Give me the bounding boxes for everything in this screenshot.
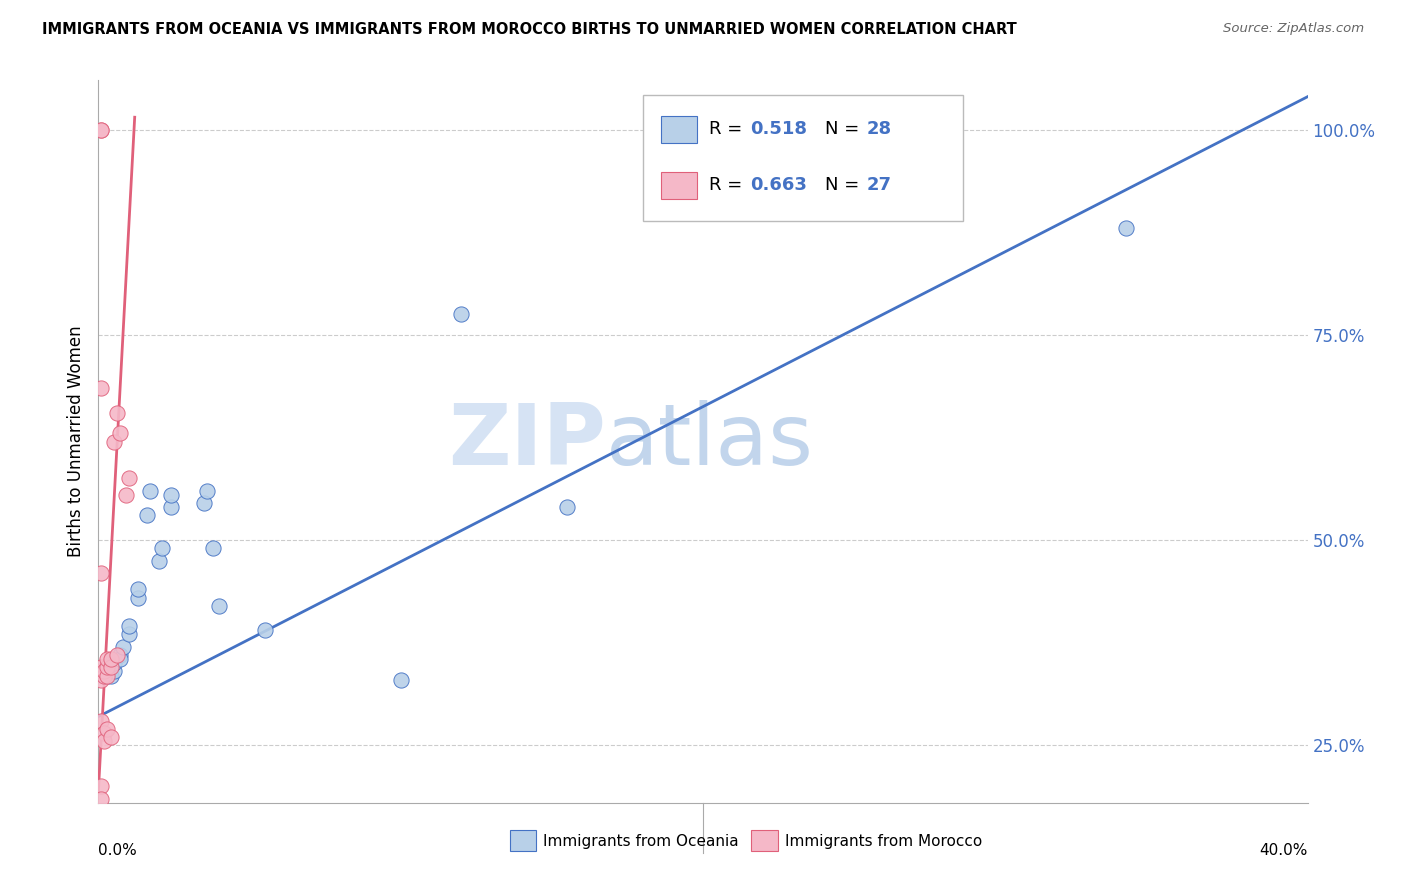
Point — [96, 652, 118, 666]
Point — [195, 483, 218, 498]
Point — [160, 500, 183, 515]
Point — [100, 730, 122, 744]
Point — [118, 471, 141, 485]
Point — [90, 714, 112, 728]
Point — [103, 665, 125, 679]
Point — [108, 426, 131, 441]
Point — [148, 553, 170, 567]
Point — [93, 734, 115, 748]
Text: R =: R = — [709, 176, 748, 194]
Point — [96, 722, 118, 736]
Point — [108, 648, 131, 662]
Point — [100, 652, 122, 666]
Bar — [509, 830, 536, 851]
Point — [150, 541, 173, 556]
Point — [90, 122, 112, 136]
Text: R =: R = — [709, 120, 748, 137]
Point — [90, 665, 112, 679]
Point — [96, 660, 118, 674]
Text: N =: N = — [825, 120, 865, 137]
Text: atlas: atlas — [606, 400, 814, 483]
Text: N =: N = — [825, 176, 865, 194]
Point — [118, 619, 141, 633]
Text: 0.663: 0.663 — [751, 176, 807, 194]
Point — [90, 791, 112, 805]
Point — [450, 307, 472, 321]
Point — [90, 566, 112, 580]
Point — [127, 591, 149, 605]
Point — [90, 660, 112, 674]
Point — [139, 483, 162, 498]
Point — [100, 668, 122, 682]
Point — [93, 668, 115, 682]
Point — [96, 668, 118, 682]
Point — [118, 627, 141, 641]
Bar — [751, 830, 778, 851]
Point — [90, 780, 112, 794]
Point — [193, 496, 215, 510]
Text: IMMIGRANTS FROM OCEANIA VS IMMIGRANTS FROM MOROCCO BIRTHS TO UNMARRIED WOMEN COR: IMMIGRANTS FROM OCEANIA VS IMMIGRANTS FR… — [42, 22, 1017, 37]
Point — [111, 640, 134, 654]
Point — [96, 668, 118, 682]
Text: 0.518: 0.518 — [751, 120, 807, 137]
Text: 40.0%: 40.0% — [1260, 843, 1308, 857]
Point — [127, 582, 149, 597]
Text: ZIP: ZIP — [449, 400, 606, 483]
Text: Immigrants from Oceania: Immigrants from Oceania — [543, 834, 740, 848]
Bar — [661, 172, 697, 200]
Point — [103, 657, 125, 671]
Point — [389, 673, 412, 687]
Point — [90, 381, 112, 395]
FancyBboxPatch shape — [643, 95, 963, 221]
Point — [100, 660, 122, 674]
Point — [100, 660, 122, 674]
Point — [93, 665, 115, 679]
Text: 0.0%: 0.0% — [98, 843, 138, 857]
Point — [105, 648, 128, 662]
Point — [160, 488, 183, 502]
Text: Immigrants from Morocco: Immigrants from Morocco — [785, 834, 983, 848]
Point — [108, 652, 131, 666]
Point — [90, 673, 112, 687]
Text: 28: 28 — [866, 120, 891, 137]
Point — [105, 406, 128, 420]
Point — [103, 434, 125, 449]
Point — [93, 726, 115, 740]
Point — [93, 668, 115, 682]
Point — [114, 488, 136, 502]
Point — [555, 500, 578, 515]
Point — [253, 624, 276, 638]
Text: Source: ZipAtlas.com: Source: ZipAtlas.com — [1223, 22, 1364, 36]
Point — [135, 508, 157, 523]
Bar — [661, 116, 697, 143]
Point — [90, 122, 112, 136]
Point — [208, 599, 231, 613]
Point — [1115, 221, 1137, 235]
Text: 27: 27 — [866, 176, 891, 194]
Y-axis label: Births to Unmarried Women: Births to Unmarried Women — [66, 326, 84, 558]
Point — [202, 541, 225, 556]
